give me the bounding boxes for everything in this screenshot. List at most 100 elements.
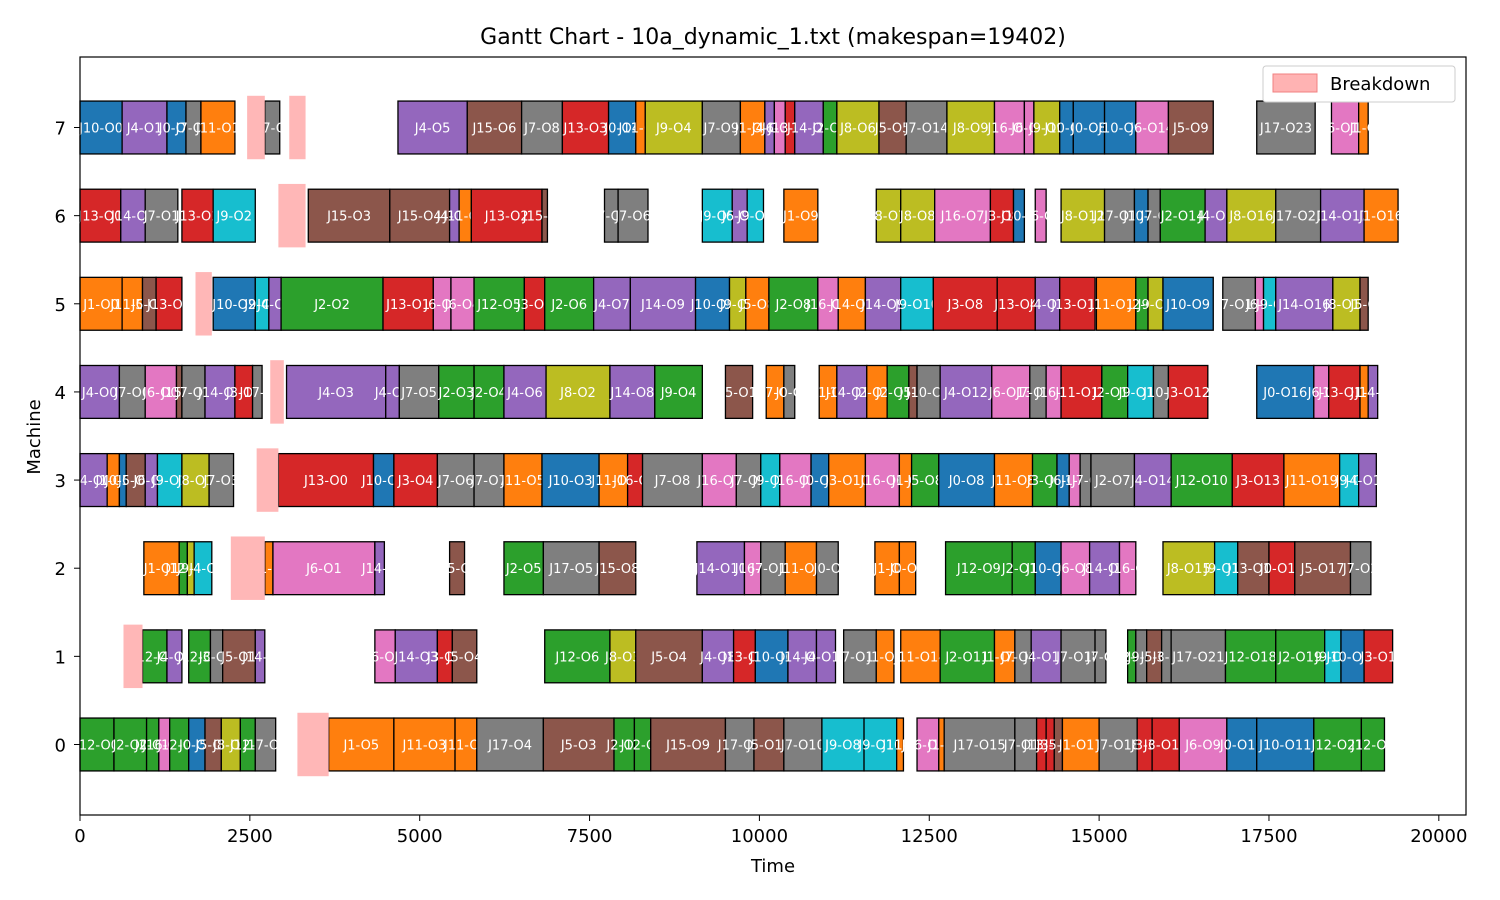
operation-bar (1162, 276, 1214, 331)
operation-label: J6-O14 (1129, 122, 1174, 137)
operation-bar (1349, 541, 1372, 596)
operation-label: J9-O1 (151, 474, 188, 489)
operation-bar (724, 717, 755, 772)
operation-bar (996, 276, 1036, 331)
operation-bar (113, 717, 148, 772)
operation-label: J7-O14 (904, 122, 949, 137)
operation-label: J1-O (813, 386, 841, 401)
operation-bar (735, 452, 762, 508)
operation-bar (1268, 541, 1296, 596)
operation-bar (753, 717, 785, 772)
operation-bar (120, 188, 146, 243)
operation-label: J12-O9 (956, 562, 1001, 577)
operation-bar (393, 452, 439, 508)
operation-label: J4-O1 (126, 122, 163, 137)
operation-bar (1133, 452, 1172, 508)
operation-label: J8-O2 (559, 386, 596, 401)
operation-label: J7-O (760, 386, 788, 401)
operation-label: J7-O18 (1095, 738, 1140, 753)
operation-label: J7-O18 (1055, 650, 1100, 665)
operation-bar (143, 541, 180, 596)
operation-label: J15-O7 (522, 210, 567, 225)
operation-bar (1031, 452, 1058, 508)
operation-label: J2-O2 (313, 298, 350, 313)
operation-label: J5-O (442, 562, 470, 577)
operation-label: J9-O2 (215, 210, 252, 225)
operation-bar (222, 629, 256, 684)
operation-bar (991, 364, 1031, 420)
operation-label: J12-O10 (1175, 474, 1228, 489)
operation-bar (650, 717, 727, 772)
operation-label: J7-O11 (837, 650, 882, 665)
operation-label: J13-O0 (77, 210, 122, 225)
operation-bar (724, 364, 754, 420)
operation-label: J0-O (813, 562, 841, 577)
operation-label: J7-O6 (614, 210, 651, 225)
breakdown-bar (123, 624, 143, 689)
operation-bar (208, 452, 235, 508)
operation-label: J8-O7 (870, 210, 907, 225)
operation-bar (644, 100, 703, 155)
breakdown-bar (247, 95, 265, 160)
operation-bar (166, 629, 183, 684)
operation-label: J7-O3 (202, 474, 239, 489)
operation-label: J6-O17 (1322, 122, 1367, 137)
breakdown-bar (256, 448, 279, 512)
operation-label: J0-O16 (1262, 386, 1307, 401)
operation-label: J3-O1 (1360, 650, 1397, 665)
operation-bar (141, 629, 168, 684)
operation-bar (1294, 541, 1352, 596)
operation-bar (1363, 629, 1394, 684)
operation-label: J9-O4 (655, 122, 692, 137)
operation-label: J17-O4 (487, 738, 532, 753)
operation-label: J14-O (241, 650, 278, 665)
operation-bar (701, 452, 737, 508)
operation-bar (544, 629, 611, 684)
operation-bar (815, 629, 837, 684)
operation-label: J2-O10 (1001, 562, 1046, 577)
operation-label: J3-O12 (1143, 738, 1188, 753)
operation-label: J16-O (1109, 562, 1146, 577)
operation-bar (473, 364, 505, 420)
operation-label: J0-O4 (603, 122, 640, 137)
operation-bar (836, 100, 880, 155)
operation-bar (436, 452, 475, 508)
operation-label: J2-O14 (1092, 386, 1137, 401)
operation-label: J9-O4 (660, 386, 697, 401)
operation-label: J2-O14 (1160, 210, 1205, 225)
operation-bar (783, 364, 796, 420)
operation-label: J7-O9 (730, 474, 767, 489)
operation-bar (79, 188, 122, 243)
operation-label: J6-O2 (366, 650, 403, 665)
operation-label: J12-O21 (1310, 738, 1363, 753)
operation-bar (896, 717, 905, 772)
operation-label: J13-O14 (1317, 386, 1370, 401)
operation-label: J12-O18 (1224, 650, 1277, 665)
operation-label: J5-O1 (220, 650, 257, 665)
operation-bar (1275, 276, 1334, 331)
operation-bar (200, 100, 236, 155)
breakdown-bar (270, 360, 284, 424)
operation-label: J5-O5 (874, 122, 911, 137)
operation-label: J16-O7 (940, 210, 985, 225)
operation-bar (503, 364, 547, 420)
operation-label: J14-O1 (110, 210, 155, 225)
operation-bar (254, 717, 277, 772)
operation-label: J11-O9 (778, 562, 823, 577)
operation-label: J5-O1 (117, 474, 154, 489)
operation-label: J17-O21 (1271, 210, 1324, 225)
operation-label: J13-O11 (1050, 298, 1103, 313)
y-tick-label: 4 (55, 383, 66, 404)
operation-label: J8-O8 (899, 210, 936, 225)
operation-label: J3-O (1130, 738, 1158, 753)
operation-bar (784, 541, 818, 596)
breakdown-bar (297, 712, 329, 777)
operation-bar (878, 100, 907, 155)
operation-label: J10-O1 (906, 386, 951, 401)
operation-label: J12-O0 (74, 738, 119, 753)
operation-bar (212, 188, 256, 243)
operation-label: J14-O9 (860, 298, 905, 313)
operation-label: J9-O5 (698, 210, 735, 225)
operation-bar (541, 452, 600, 508)
